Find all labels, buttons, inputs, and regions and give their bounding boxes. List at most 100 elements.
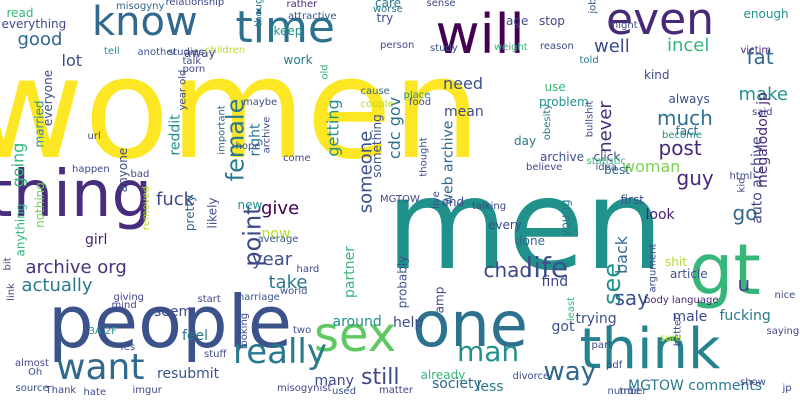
word-post: post bbox=[658, 136, 702, 160]
word-done: done bbox=[515, 234, 545, 248]
word-really: really bbox=[233, 332, 327, 372]
word-will: will bbox=[435, 3, 525, 66]
word-male: male bbox=[672, 309, 708, 325]
word-cause: cause bbox=[360, 86, 390, 97]
word-incel: incel bbox=[667, 35, 710, 56]
word-jp: jp bbox=[782, 383, 792, 394]
word-study: study bbox=[430, 43, 458, 54]
word-fat: fat bbox=[746, 45, 774, 69]
word-best: best bbox=[604, 163, 630, 177]
word-come: come bbox=[283, 153, 311, 164]
word-removed: removed bbox=[141, 185, 153, 231]
word-though: though bbox=[253, 0, 265, 27]
word-believe: believe bbox=[526, 162, 563, 173]
word-become: become bbox=[662, 130, 703, 141]
word-think: think bbox=[579, 317, 721, 382]
word-misogynist: misogynist bbox=[277, 383, 332, 394]
word-world: world bbox=[280, 286, 308, 297]
word-mgtow-comments: MGTOW comments bbox=[628, 378, 763, 394]
word-likely: likely bbox=[205, 197, 220, 229]
word-fucking: fucking bbox=[719, 308, 771, 324]
word-always: always bbox=[668, 92, 710, 106]
word-hate: hate bbox=[83, 387, 107, 398]
word-want: want bbox=[56, 347, 145, 388]
word-mind: mind bbox=[111, 300, 137, 311]
word-idea: idea bbox=[595, 162, 617, 173]
word-go: go bbox=[732, 201, 758, 225]
word-year: year bbox=[252, 249, 293, 270]
word-stop: stop bbox=[539, 14, 565, 28]
word-away: away bbox=[184, 46, 216, 60]
word-man: man bbox=[457, 335, 520, 368]
word-guy: guy bbox=[676, 166, 714, 190]
word-need: need bbox=[443, 74, 483, 93]
word-bullshit: bullshit bbox=[583, 100, 595, 138]
word-back: back bbox=[612, 235, 632, 275]
word-find: find bbox=[541, 274, 569, 290]
word-people: people bbox=[48, 280, 293, 364]
word-seem: seem bbox=[154, 304, 193, 320]
word-place: place bbox=[403, 90, 431, 101]
word-tell: tell bbox=[104, 46, 120, 57]
word-told: told bbox=[579, 55, 599, 66]
word-couple: couple bbox=[360, 99, 394, 110]
word-day: day bbox=[514, 134, 537, 148]
word-oh: Oh bbox=[28, 367, 43, 378]
word-divorce: divorce bbox=[512, 371, 550, 382]
word-enough: enough bbox=[743, 7, 789, 21]
word-job: job bbox=[587, 0, 599, 14]
word-argument: argument bbox=[646, 243, 658, 293]
word-important: important bbox=[216, 105, 228, 155]
word-yes: Yes bbox=[119, 342, 136, 353]
word-bit: bit bbox=[2, 257, 14, 271]
word-read: read bbox=[6, 6, 34, 20]
word-never: never bbox=[594, 101, 616, 153]
word-said: said bbox=[752, 107, 773, 118]
word-try: try bbox=[376, 11, 394, 25]
word-pdf: pdf bbox=[606, 360, 623, 371]
word-men: men bbox=[386, 152, 664, 298]
word-something: something bbox=[369, 114, 384, 178]
word-kind: kind bbox=[644, 68, 670, 82]
word-girl: girl bbox=[85, 232, 108, 248]
word-going: going bbox=[7, 142, 27, 188]
word-rather: rather bbox=[286, 0, 318, 10]
word-archive: archive bbox=[260, 116, 272, 154]
word-show: show bbox=[740, 377, 766, 388]
word-relationship: relationship bbox=[165, 0, 225, 8]
word-imgur: imgur bbox=[132, 385, 162, 396]
word-chad: chad bbox=[483, 258, 533, 282]
word-sense: sense bbox=[426, 0, 456, 9]
word-article: article bbox=[670, 267, 708, 281]
word-another: another bbox=[137, 47, 177, 58]
word-women: women bbox=[0, 28, 481, 191]
word-getting: getting bbox=[323, 99, 343, 157]
word-now: now bbox=[261, 226, 291, 242]
word-bad: bad bbox=[130, 169, 150, 180]
word-around: around bbox=[332, 314, 382, 330]
word-everyone: everyone bbox=[41, 69, 56, 127]
word-partner: partner bbox=[341, 246, 358, 298]
word-used: used bbox=[332, 386, 357, 397]
word-average: average bbox=[257, 234, 299, 245]
word-less: less bbox=[476, 379, 504, 395]
word-give: give bbox=[261, 198, 300, 219]
word-new: new bbox=[237, 198, 263, 212]
word-attractive: attractive bbox=[288, 11, 337, 22]
word-first: first bbox=[620, 193, 644, 207]
word-look: look bbox=[645, 207, 675, 223]
word-take: take bbox=[268, 272, 308, 293]
word-talk: talk bbox=[182, 56, 202, 67]
word-3a-2f: 3A 2F bbox=[88, 326, 118, 337]
word-way: way bbox=[543, 357, 597, 387]
word-year-old: year old bbox=[176, 69, 188, 111]
word-children: children bbox=[205, 45, 246, 56]
word-actually: actually bbox=[21, 275, 93, 296]
word-nothing: nothing bbox=[32, 182, 47, 228]
word-live: live bbox=[430, 191, 442, 209]
word-help: help bbox=[393, 315, 424, 331]
word-feel: feel bbox=[182, 328, 209, 344]
word-worse: worse bbox=[373, 4, 403, 15]
word-say: say bbox=[614, 286, 650, 310]
